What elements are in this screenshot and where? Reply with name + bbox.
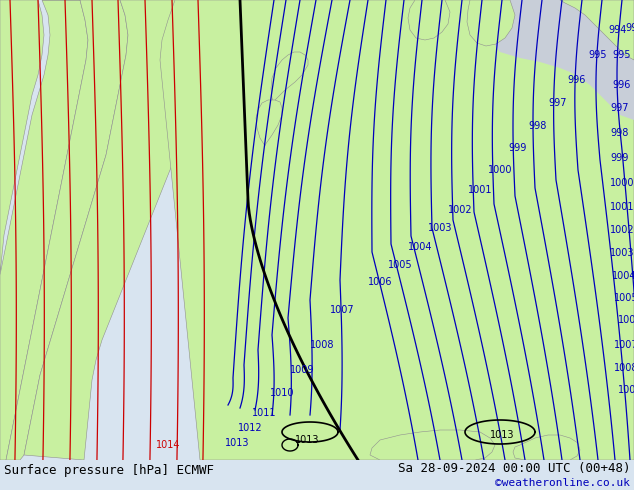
Text: 999: 999 [610,153,628,163]
Text: 1001: 1001 [610,202,634,212]
Polygon shape [467,0,515,46]
Text: 994: 994 [608,25,626,35]
Polygon shape [160,0,634,460]
Text: 1006: 1006 [368,277,392,287]
Text: 1002: 1002 [448,205,472,215]
Polygon shape [271,52,308,105]
Text: 999: 999 [508,143,526,153]
Polygon shape [370,430,495,460]
Text: 1013: 1013 [490,430,515,440]
Text: 995: 995 [588,50,607,60]
Polygon shape [256,100,282,146]
Text: 1009: 1009 [290,365,314,375]
Text: Sa 28-09-2024 00:00 UTC (00+48): Sa 28-09-2024 00:00 UTC (00+48) [398,462,630,475]
Text: 998: 998 [610,128,628,138]
Polygon shape [6,0,128,460]
Text: 1011: 1011 [252,408,276,418]
Text: 1000: 1000 [610,178,634,188]
Text: 1008: 1008 [614,363,634,373]
Text: 1013: 1013 [225,438,250,448]
Polygon shape [513,435,580,460]
Text: 1012: 1012 [238,423,262,433]
Text: 1003: 1003 [610,248,634,258]
Polygon shape [495,0,634,120]
Text: 994: 994 [625,23,634,33]
Text: 998: 998 [528,121,547,131]
Text: 1002: 1002 [610,225,634,235]
Text: 1004: 1004 [408,242,432,252]
Text: Surface pressure [hPa] ECMWF: Surface pressure [hPa] ECMWF [4,464,214,477]
Polygon shape [408,0,450,40]
Text: 1008: 1008 [310,340,335,350]
Text: 1001: 1001 [468,185,493,195]
Polygon shape [24,0,208,460]
Text: 1003: 1003 [428,223,453,233]
Polygon shape [0,0,88,460]
Text: 1006: 1006 [618,315,634,325]
Text: 996: 996 [612,80,630,90]
Polygon shape [0,0,44,275]
Text: 1004: 1004 [612,271,634,281]
Text: 1010: 1010 [270,388,295,398]
Text: 996: 996 [567,75,585,85]
Text: 1005: 1005 [614,293,634,303]
Text: 1007: 1007 [330,305,354,315]
Text: 1009: 1009 [618,385,634,395]
Text: ©weatheronline.co.uk: ©weatheronline.co.uk [495,478,630,489]
Text: 1000: 1000 [488,165,512,175]
Text: 995: 995 [612,50,630,60]
Text: 1005: 1005 [388,260,413,270]
Polygon shape [560,0,634,60]
Text: 1013: 1013 [295,435,320,445]
Text: 1007: 1007 [614,340,634,350]
Text: 997: 997 [610,103,628,113]
Text: 1014: 1014 [156,440,180,450]
Text: 997: 997 [548,98,567,108]
